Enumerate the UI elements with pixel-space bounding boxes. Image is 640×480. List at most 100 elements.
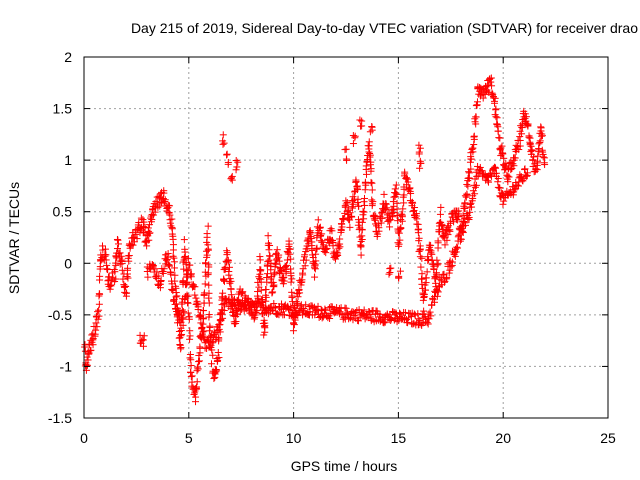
data-point	[144, 273, 152, 281]
data-point	[427, 249, 435, 257]
data-point	[381, 318, 389, 326]
data-point	[426, 246, 434, 254]
data-point	[205, 299, 213, 307]
data-point	[151, 273, 159, 281]
data-point	[193, 297, 201, 305]
data-point	[208, 360, 216, 368]
data-point	[209, 351, 217, 359]
data-point	[312, 250, 320, 258]
data-point	[150, 211, 158, 219]
data-point	[205, 313, 213, 321]
data-point	[461, 204, 469, 212]
data-point	[488, 89, 496, 97]
data-point	[305, 240, 313, 248]
data-point	[366, 151, 374, 159]
data-point	[179, 277, 187, 285]
data-point	[386, 223, 394, 231]
data-point	[164, 253, 172, 261]
data-point	[538, 132, 546, 140]
data-point	[179, 321, 187, 329]
data-point	[314, 216, 322, 224]
data-point	[219, 314, 227, 322]
data-point	[382, 200, 390, 208]
data-point	[443, 236, 451, 244]
data-point	[392, 181, 400, 189]
data-point	[497, 144, 505, 152]
data-point	[374, 230, 382, 238]
data-point	[202, 260, 210, 268]
data-point	[383, 204, 391, 212]
data-point	[342, 200, 350, 208]
data-point	[159, 269, 167, 277]
data-point	[196, 357, 204, 365]
data-point	[155, 272, 163, 280]
data-point	[285, 240, 293, 248]
data-point	[358, 232, 366, 240]
data-point	[274, 310, 282, 318]
data-point	[216, 321, 224, 329]
data-point	[184, 299, 192, 307]
data-point	[528, 147, 536, 155]
data-point	[199, 332, 207, 340]
data-point	[387, 216, 395, 224]
data-point	[342, 202, 350, 210]
data-point	[470, 141, 478, 149]
data-point	[84, 356, 92, 364]
data-point	[270, 303, 278, 311]
data-point	[105, 273, 113, 281]
data-point	[196, 349, 204, 357]
data-point	[93, 323, 101, 331]
data-point	[374, 220, 382, 228]
data-point	[92, 326, 100, 334]
data-point	[118, 260, 126, 268]
data-point	[434, 260, 442, 268]
data-point	[389, 213, 397, 221]
data-point	[184, 255, 192, 263]
data-point	[322, 245, 330, 253]
data-point	[124, 274, 132, 282]
data-point	[169, 287, 177, 295]
data-point	[264, 232, 272, 240]
data-point	[151, 208, 159, 216]
data-point	[257, 266, 265, 274]
data-point	[328, 227, 336, 235]
data-point	[194, 306, 202, 314]
data-point	[180, 236, 188, 244]
data-point	[534, 152, 542, 160]
data-point	[197, 319, 205, 327]
data-point	[360, 215, 368, 223]
data-point	[101, 252, 109, 260]
data-point	[175, 307, 183, 315]
data-point	[88, 331, 96, 339]
data-point	[140, 218, 148, 226]
data-point	[353, 186, 361, 194]
data-point	[262, 286, 270, 294]
data-point	[346, 209, 354, 217]
data-point	[273, 246, 281, 254]
data-point	[418, 280, 426, 288]
data-point	[161, 196, 169, 204]
data-point	[396, 236, 404, 244]
data-point	[171, 271, 179, 279]
data-point	[167, 268, 175, 276]
data-point	[153, 268, 161, 276]
data-point	[358, 218, 366, 226]
data-point	[191, 283, 199, 291]
data-point	[368, 179, 376, 187]
data-point	[463, 180, 471, 188]
data-point	[269, 288, 277, 296]
data-point	[378, 214, 386, 222]
data-point	[220, 300, 228, 308]
data-point	[346, 223, 354, 231]
data-point	[203, 251, 211, 259]
data-point	[384, 217, 392, 225]
data-point	[468, 144, 476, 152]
data-point	[411, 213, 419, 221]
data-point	[191, 291, 199, 299]
data-point	[166, 211, 174, 219]
data-point	[160, 265, 168, 273]
data-point	[521, 110, 529, 118]
data-point	[298, 269, 306, 277]
data-point	[433, 261, 441, 269]
data-point	[288, 275, 296, 283]
